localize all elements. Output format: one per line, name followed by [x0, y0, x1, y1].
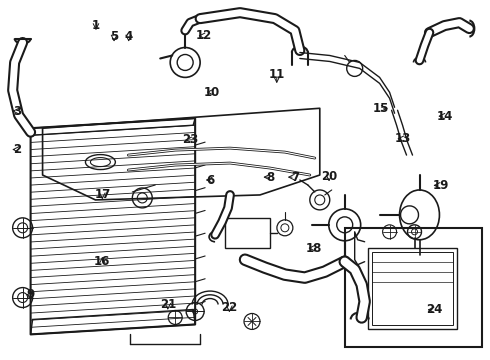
- Text: 12: 12: [196, 29, 212, 42]
- Text: 19: 19: [432, 179, 449, 192]
- Text: 4: 4: [124, 30, 133, 43]
- Text: 8: 8: [266, 171, 274, 184]
- Text: 13: 13: [394, 132, 411, 145]
- Text: 7: 7: [291, 171, 299, 184]
- Text: 22: 22: [221, 301, 238, 314]
- Text: 21: 21: [160, 298, 176, 311]
- Text: 10: 10: [204, 86, 220, 99]
- Text: 6: 6: [207, 174, 215, 186]
- Text: 14: 14: [437, 110, 454, 123]
- Bar: [225, 218, 270, 248]
- Text: 15: 15: [373, 102, 389, 115]
- Text: 1: 1: [92, 19, 100, 32]
- Text: 9: 9: [27, 288, 35, 301]
- Text: 5: 5: [110, 30, 118, 43]
- Text: 2: 2: [13, 143, 22, 156]
- Text: 11: 11: [269, 68, 285, 81]
- Text: 24: 24: [426, 303, 443, 316]
- Bar: [368, 248, 457, 329]
- Text: 16: 16: [94, 255, 111, 268]
- Text: 18: 18: [305, 242, 321, 255]
- Bar: [345, 228, 482, 347]
- Bar: [371, 252, 453, 325]
- Text: 23: 23: [182, 133, 198, 146]
- Text: 17: 17: [94, 188, 110, 201]
- Text: 20: 20: [321, 170, 337, 183]
- Text: 3: 3: [13, 105, 22, 118]
